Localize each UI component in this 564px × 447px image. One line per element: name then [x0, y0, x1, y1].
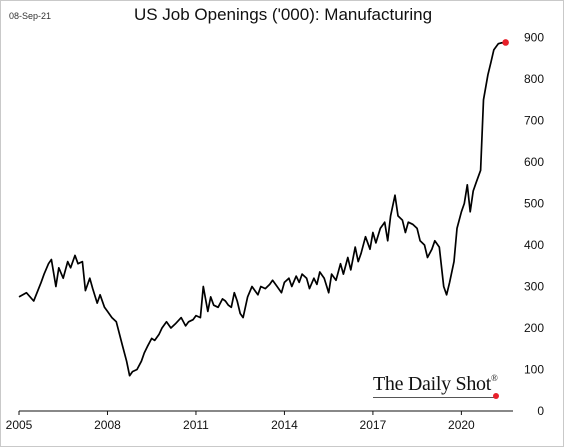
x-tick-label: 2014 [271, 418, 298, 432]
y-axis-ticks: 0 100 200 300 400 500 600 700 800 900 [524, 31, 544, 419]
x-tick-label: 2020 [448, 418, 475, 432]
watermark-text: The Daily Shot® [373, 373, 498, 395]
series-line-manufacturing-openings [18, 41, 506, 377]
y-tick-label: 300 [524, 280, 544, 294]
watermark-logo: The Daily Shot® [373, 373, 505, 401]
y-tick-label: 600 [524, 155, 544, 169]
y-tick-label: 200 [524, 321, 544, 335]
watermark-underline [373, 397, 497, 398]
registered-mark: ® [491, 373, 498, 383]
y-tick-label: 900 [524, 31, 544, 45]
y-tick-label: 700 [524, 114, 544, 128]
y-tick-label: 0 [537, 404, 544, 418]
chart-title: US Job Openings ('000): Manufacturing [133, 5, 433, 24]
x-axis-ticks: 2005 2008 2011 2014 2017 2020 [6, 411, 475, 432]
y-tick-label: 800 [524, 72, 544, 86]
y-tick-label: 500 [524, 197, 544, 211]
y-tick-label: 400 [524, 238, 544, 252]
latest-value-marker [502, 39, 509, 46]
date-stamp: 08-Sep-21 [9, 11, 52, 21]
x-tick-label: 2008 [94, 418, 121, 432]
x-tick-label: 2011 [183, 418, 209, 432]
watermark-dot [493, 393, 499, 399]
y-tick-label: 100 [524, 363, 544, 377]
x-tick-label: 2017 [360, 418, 387, 432]
x-tick-label: 2005 [6, 418, 33, 432]
